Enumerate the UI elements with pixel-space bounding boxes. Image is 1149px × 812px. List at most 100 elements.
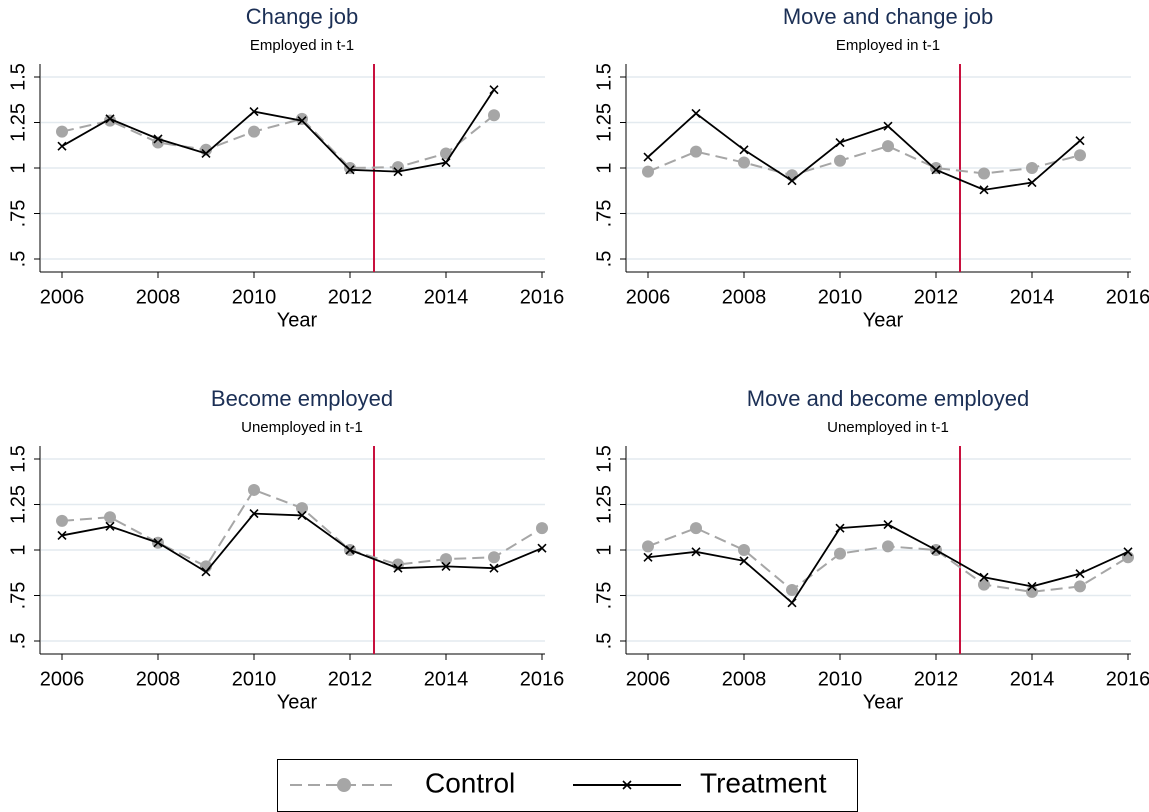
x-axis-label: Year [277, 691, 318, 713]
y-tick-label: 1.25 [593, 103, 615, 142]
point [690, 145, 702, 158]
panel-subtitle: Unemployed in t-1 [241, 419, 363, 436]
point [440, 553, 452, 566]
y-tick-label: 1 [7, 162, 29, 173]
point [691, 108, 701, 118]
point [931, 545, 941, 555]
panel: Move and change job Employed in t-1 .5 .75 1… [593, 4, 1149, 331]
point [296, 502, 308, 515]
point [201, 567, 211, 577]
series-line [61, 512, 543, 574]
panel-subtitle: Unemployed in t-1 [827, 419, 949, 436]
series-line [647, 112, 1081, 191]
legend-label: Treatment [700, 767, 827, 798]
x-tick-label: 2014 [1010, 286, 1055, 308]
point [297, 510, 307, 520]
series-line [647, 523, 1129, 605]
x-tick-label: 2008 [722, 668, 767, 690]
point [738, 156, 750, 169]
point [979, 572, 989, 582]
point [248, 125, 260, 138]
y-tick-label: .5 [7, 251, 29, 268]
point [1074, 580, 1086, 593]
x-axis-label: Year [863, 691, 904, 713]
y-tick-label: 1.25 [593, 485, 615, 524]
point [690, 522, 702, 535]
x-tick-label: 2008 [722, 286, 767, 308]
x-tick-label: 2014 [424, 668, 469, 690]
x-tick-label: 2010 [232, 668, 277, 690]
point [835, 137, 845, 148]
point [344, 162, 356, 174]
panel-subtitle: Employed in t-1 [836, 37, 940, 54]
point [393, 167, 403, 177]
point [691, 547, 701, 557]
y-tick-label: .5 [593, 251, 615, 268]
y-tick-label: 1 [7, 544, 29, 555]
panel-title: Change job [246, 4, 359, 29]
x-tick-label: 2006 [40, 286, 85, 308]
x-tick-label: 2014 [424, 286, 469, 308]
y-tick-label: 1.5 [593, 445, 615, 473]
series-line [647, 527, 1129, 593]
point [441, 561, 451, 571]
point [57, 141, 67, 151]
x-tick-label: 2016 [1106, 286, 1149, 308]
x-tick-label: 2012 [328, 286, 373, 308]
series-line [61, 114, 495, 170]
panel-title: Become employed [211, 386, 393, 411]
y-tick-label: 1.5 [593, 63, 615, 91]
point [57, 530, 67, 541]
point [153, 134, 163, 144]
point [978, 578, 990, 591]
point [1027, 581, 1037, 591]
x-tick-label: 2008 [136, 286, 181, 308]
y-tick-label: 1.5 [7, 445, 29, 473]
point [1123, 547, 1133, 557]
point [1074, 149, 1086, 162]
x-tick-label: 2008 [136, 668, 181, 690]
x-tick-label: 2012 [328, 668, 373, 690]
point [787, 598, 797, 608]
y-tick-label: .75 [7, 200, 29, 228]
x-tick-label: 2012 [914, 668, 959, 690]
x-tick-label: 2012 [914, 286, 959, 308]
point [345, 545, 355, 555]
y-tick-label: 1 [593, 162, 615, 173]
legend-box [277, 759, 858, 812]
y-tick-label: 1.5 [7, 63, 29, 91]
point [883, 519, 893, 530]
panel-subtitle: Employed in t-1 [250, 37, 354, 54]
panel: Change job Employed in t-1 .5 .75 1 1.25 1.5 20… [7, 4, 564, 331]
point [739, 145, 749, 155]
point [296, 112, 308, 125]
legend-marker [622, 780, 632, 790]
point [1075, 569, 1085, 579]
legend: Control Treatment [277, 759, 858, 812]
panel-title: Move and change job [783, 4, 993, 29]
point [642, 165, 654, 178]
x-tick-label: 2014 [1010, 668, 1055, 690]
point [104, 511, 116, 524]
x-axis-label: Year [277, 309, 318, 331]
point [739, 556, 749, 566]
point [642, 540, 654, 553]
point [643, 552, 653, 562]
point [834, 547, 846, 560]
x-tick-label: 2010 [232, 286, 277, 308]
point [489, 563, 499, 573]
point [56, 125, 68, 138]
y-tick-label: 1 [593, 544, 615, 555]
point [392, 161, 404, 174]
x-tick-label: 2006 [626, 668, 671, 690]
point [345, 165, 355, 175]
y-tick-label: 1.25 [7, 485, 29, 524]
x-tick-label: 2010 [818, 668, 863, 690]
point [738, 544, 750, 556]
point [153, 538, 163, 548]
point [537, 543, 547, 553]
x-tick-label: 2006 [40, 668, 85, 690]
x-tick-label: 2016 [520, 286, 565, 308]
point [643, 152, 653, 162]
